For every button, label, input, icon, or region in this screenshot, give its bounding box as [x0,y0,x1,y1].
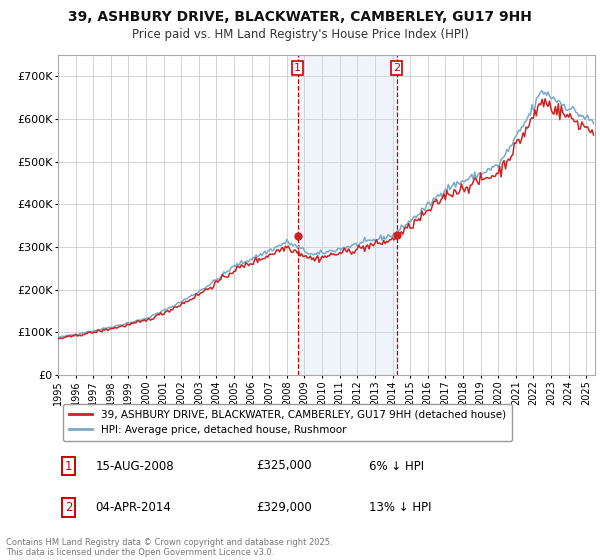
Legend: 39, ASHBURY DRIVE, BLACKWATER, CAMBERLEY, GU17 9HH (detached house), HPI: Averag: 39, ASHBURY DRIVE, BLACKWATER, CAMBERLEY… [63,404,512,441]
Text: Contains HM Land Registry data © Crown copyright and database right 2025.
This d: Contains HM Land Registry data © Crown c… [6,538,332,557]
Text: 1: 1 [65,460,73,473]
Text: 1: 1 [295,63,301,73]
Text: 6% ↓ HPI: 6% ↓ HPI [370,460,425,473]
Text: 04-APR-2014: 04-APR-2014 [95,501,172,514]
Text: 2: 2 [65,501,73,514]
Bar [298,55,397,375]
Text: Price paid vs. HM Land Registry's House Price Index (HPI): Price paid vs. HM Land Registry's House … [131,28,469,41]
Text: 13% ↓ HPI: 13% ↓ HPI [370,501,432,514]
Text: 39, ASHBURY DRIVE, BLACKWATER, CAMBERLEY, GU17 9HH: 39, ASHBURY DRIVE, BLACKWATER, CAMBERLEY… [68,10,532,24]
Text: 2: 2 [394,63,400,73]
Text: £325,000: £325,000 [257,460,313,473]
Text: 15-AUG-2008: 15-AUG-2008 [95,460,174,473]
Text: £329,000: £329,000 [257,501,313,514]
